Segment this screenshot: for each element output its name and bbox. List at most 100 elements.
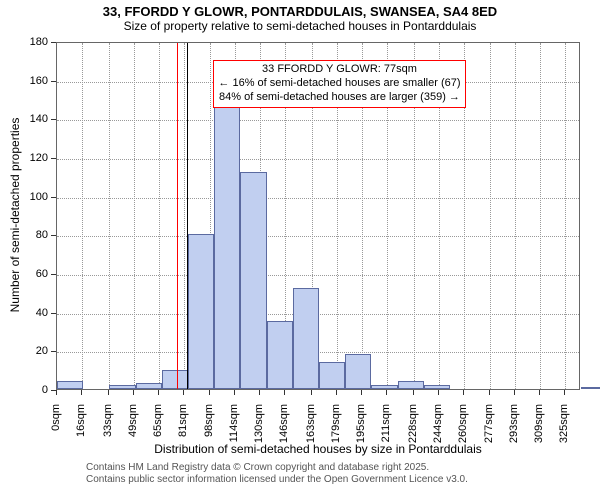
gridline-horizontal — [57, 159, 579, 160]
y-tick — [51, 158, 56, 159]
histogram-bar — [371, 385, 397, 389]
gridline-vertical — [184, 43, 185, 389]
y-tick-label: 80 — [0, 229, 48, 241]
annotation-line: 33 FFORDD Y GLOWR: 77sqm — [218, 63, 460, 77]
y-tick-label: 40 — [0, 307, 48, 319]
x-tick — [158, 390, 159, 395]
histogram-bar — [345, 354, 371, 389]
x-tick-label: 325sqm — [558, 404, 570, 454]
chart-subtitle: Size of property relative to semi-detach… — [0, 19, 600, 33]
title-block: 33, FFORDD Y GLOWR, PONTARDDULAIS, SWANS… — [0, 0, 600, 33]
x-tick-label: 98sqm — [203, 404, 215, 454]
annotation-line: ← 16% of semi-detached houses are smalle… — [218, 77, 460, 91]
gridline-vertical — [109, 43, 110, 389]
x-tick-label: 130sqm — [253, 404, 265, 454]
x-tick-label: 49sqm — [127, 404, 139, 454]
histogram-bar — [214, 105, 240, 389]
x-tick-label: 260sqm — [457, 404, 469, 454]
gridline-vertical — [82, 43, 83, 389]
y-tick — [51, 351, 56, 352]
gridline-vertical — [159, 43, 160, 389]
x-tick-label: 293sqm — [508, 404, 520, 454]
x-tick — [183, 390, 184, 395]
histogram-bar — [319, 362, 345, 389]
y-tick — [51, 313, 56, 314]
gridline-vertical — [565, 43, 566, 389]
histogram-bar — [136, 383, 162, 389]
x-tick — [133, 390, 134, 395]
histogram-bar — [109, 385, 135, 389]
x-tick — [336, 390, 337, 395]
x-tick — [361, 390, 362, 395]
y-tick — [51, 42, 56, 43]
x-tick — [108, 390, 109, 395]
x-tick — [311, 390, 312, 395]
y-tick — [51, 119, 56, 120]
x-tick — [463, 390, 464, 395]
y-tick-label: 60 — [0, 268, 48, 280]
x-tick-label: 146sqm — [278, 404, 290, 454]
y-tick-label: 120 — [0, 152, 48, 164]
x-tick-label: 277sqm — [483, 404, 495, 454]
x-tick-label: 114sqm — [228, 404, 240, 454]
x-tick-label: 211sqm — [380, 404, 392, 454]
x-tick — [284, 390, 285, 395]
y-tick — [51, 235, 56, 236]
x-tick-label: 228sqm — [407, 404, 419, 454]
gridline-horizontal — [57, 275, 579, 276]
x-tick — [413, 390, 414, 395]
x-tick-label: 195sqm — [355, 404, 367, 454]
x-tick-label: 309sqm — [533, 404, 545, 454]
x-tick — [438, 390, 439, 395]
x-tick — [209, 390, 210, 395]
x-tick-label: 163sqm — [305, 404, 317, 454]
y-tick-label: 160 — [0, 75, 48, 87]
x-tick — [259, 390, 260, 395]
chart-title: 33, FFORDD Y GLOWR, PONTARDDULAIS, SWANS… — [0, 4, 600, 19]
y-tick — [51, 274, 56, 275]
y-tick — [51, 197, 56, 198]
y-axis-label: Number of semi-detached properties — [8, 105, 22, 325]
gridline-vertical — [540, 43, 541, 389]
y-tick-label: 140 — [0, 113, 48, 125]
reference-line — [187, 43, 188, 389]
histogram-bar — [240, 172, 266, 389]
gridline-vertical — [490, 43, 491, 389]
histogram-bar — [581, 387, 600, 389]
x-tick — [539, 390, 540, 395]
reference-line — [177, 43, 178, 389]
x-tick-label: 16sqm — [75, 404, 87, 454]
x-tick — [81, 390, 82, 395]
histogram-bar — [188, 234, 214, 389]
x-tick-label: 179sqm — [330, 404, 342, 454]
y-tick-label: 180 — [0, 36, 48, 48]
histogram-bar — [162, 370, 188, 389]
annotation-line: 84% of semi-detached houses are larger (… — [218, 91, 460, 105]
x-tick — [564, 390, 565, 395]
plot-area: 33 FFORDD Y GLOWR: 77sqm← 16% of semi-de… — [56, 42, 580, 390]
x-tick — [56, 390, 57, 395]
x-tick — [489, 390, 490, 395]
y-tick-label: 100 — [0, 191, 48, 203]
histogram-bar — [293, 288, 319, 389]
gridline-vertical — [134, 43, 135, 389]
x-tick — [234, 390, 235, 395]
x-tick-label: 81sqm — [177, 404, 189, 454]
gridline-vertical — [515, 43, 516, 389]
footer-text: Contains HM Land Registry data © Crown c… — [86, 462, 468, 486]
gridline-horizontal — [57, 236, 579, 237]
x-tick-label: 244sqm — [432, 404, 444, 454]
gridline-horizontal — [57, 120, 579, 121]
y-tick — [51, 81, 56, 82]
footer-line-1: Contains HM Land Registry data © Crown c… — [86, 462, 468, 474]
x-tick-label: 0sqm — [50, 404, 62, 454]
histogram-bar — [398, 381, 424, 389]
histogram-bar — [267, 321, 293, 389]
x-tick — [386, 390, 387, 395]
annotation-box: 33 FFORDD Y GLOWR: 77sqm← 16% of semi-de… — [213, 60, 465, 107]
x-tick-label: 33sqm — [102, 404, 114, 454]
y-tick-label: 0 — [0, 384, 48, 396]
histogram-bar — [424, 385, 450, 389]
x-tick-label: 65sqm — [152, 404, 164, 454]
y-tick-label: 20 — [0, 345, 48, 357]
